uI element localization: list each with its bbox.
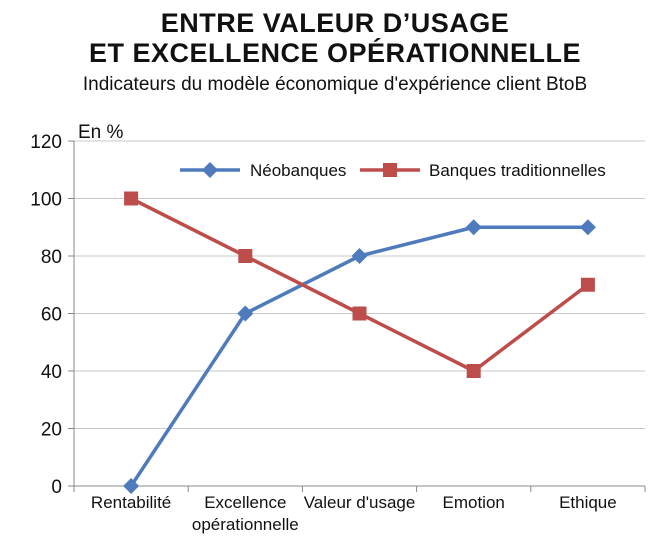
legend-label-0: Néobanques (250, 161, 346, 180)
series-1-point-1 (238, 249, 253, 263)
gridlines (74, 140, 645, 429)
series-0-point-0 (123, 478, 140, 494)
y-tick-label-0: 0 (51, 477, 62, 498)
legend: Néobanques Banques traditionnelles (180, 161, 606, 180)
axes: 0 20 40 60 80 100 120 En % Rentabilité Excellence… (30, 122, 646, 534)
series-1-point-3 (466, 364, 481, 378)
x-tick-label-1: Excellence (204, 493, 286, 512)
series-0-point-4 (579, 219, 596, 236)
y-tick-label-80: 80 (41, 247, 62, 268)
series-1-point-0 (124, 191, 139, 206)
legend-label-1: Banques traditionnelles (429, 161, 606, 180)
y-tick-label-120: 120 (30, 132, 62, 153)
chart-subtitle: Indicateurs du modèle économique d'expér… (82, 74, 588, 95)
series (123, 191, 596, 494)
series-line-1 (130, 196, 589, 373)
series-0-point-1 (237, 305, 254, 322)
x-tick-label-3: Emotion (443, 493, 505, 512)
series-1-point-4 (580, 277, 595, 292)
chart-title-line-2: ET EXCELLENCE OPÉRATIONNELLE (88, 38, 582, 68)
series-0-point-3 (465, 219, 482, 236)
x-tick-label-1-line-2: opérationnelle (192, 515, 299, 534)
x-tick-label-0: Rentabilité (91, 493, 171, 512)
y-axis-label: En % (78, 122, 124, 143)
y-tick-label-100: 100 (30, 190, 62, 211)
y-tick-label-20: 20 (41, 420, 62, 441)
legend-marker-0 (202, 162, 218, 178)
x-tick-label-2: Valeur d'usage (304, 493, 416, 512)
chart-title-line-1: ENTRE VALEUR D’USAGE (160, 8, 510, 38)
series-0-point-2 (351, 248, 368, 264)
x-tick-label-4: Ethique (559, 493, 617, 512)
series-1-point-2 (352, 306, 367, 321)
y-tick-label-60: 60 (41, 305, 62, 326)
legend-marker-1 (383, 163, 397, 177)
y-tick-label-40: 40 (41, 362, 62, 383)
series-line-0 (129, 225, 588, 487)
